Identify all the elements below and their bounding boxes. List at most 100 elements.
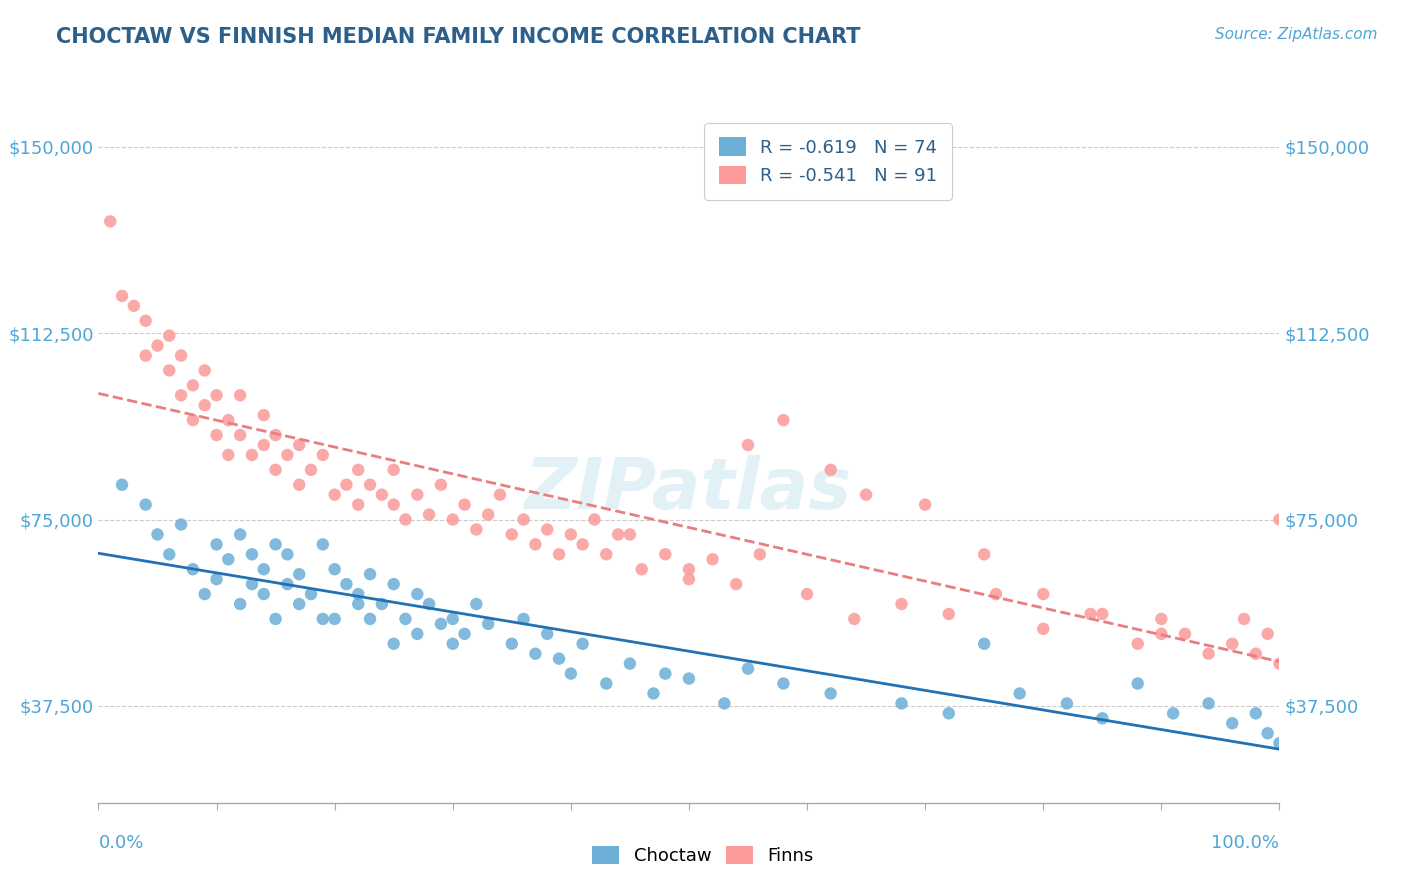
Point: [253, 438, 276, 452]
Point: [1056, 697, 1078, 711]
Point: [253, 587, 276, 601]
Point: [512, 612, 534, 626]
Point: [323, 488, 346, 502]
Point: [347, 463, 370, 477]
Point: [240, 448, 263, 462]
Point: [1268, 736, 1291, 750]
Point: [264, 428, 287, 442]
Point: [1244, 647, 1267, 661]
Point: [229, 527, 252, 541]
Point: [501, 527, 523, 541]
Point: [1233, 612, 1256, 626]
Point: [430, 616, 453, 631]
Point: [1198, 647, 1220, 661]
Text: ZIPatlas: ZIPatlas: [526, 455, 852, 524]
Point: [489, 488, 512, 502]
Point: [1008, 686, 1031, 700]
Point: [1126, 676, 1149, 690]
Point: [229, 388, 252, 402]
Point: [772, 413, 794, 427]
Point: [984, 587, 1007, 601]
Point: [1268, 657, 1291, 671]
Point: [548, 547, 571, 561]
Point: [382, 637, 405, 651]
Point: [170, 388, 193, 402]
Point: [1150, 627, 1173, 641]
Point: [264, 612, 287, 626]
Point: [205, 388, 228, 402]
Point: [135, 349, 157, 363]
Point: [1032, 587, 1054, 601]
Point: [394, 512, 416, 526]
Point: [111, 289, 134, 303]
Point: [630, 562, 652, 576]
Point: [654, 666, 676, 681]
Point: [335, 577, 357, 591]
Text: CHOCTAW VS FINNISH MEDIAN FAMILY INCOME CORRELATION CHART: CHOCTAW VS FINNISH MEDIAN FAMILY INCOME …: [56, 27, 860, 46]
Point: [1091, 711, 1114, 725]
Point: [678, 562, 700, 576]
Text: 0.0%: 0.0%: [98, 834, 143, 852]
Point: [98, 214, 121, 228]
Point: [170, 517, 193, 532]
Point: [772, 676, 794, 690]
Point: [1257, 726, 1279, 740]
Point: [713, 697, 735, 711]
Point: [477, 616, 499, 631]
Point: [678, 572, 700, 586]
Point: [288, 438, 311, 452]
Point: [382, 577, 405, 591]
Point: [347, 597, 370, 611]
Point: [157, 328, 180, 343]
Point: [560, 666, 582, 681]
Point: [194, 398, 217, 412]
Point: [536, 523, 558, 537]
Point: [1161, 706, 1184, 721]
Point: [737, 438, 759, 452]
Point: [477, 508, 499, 522]
Point: [157, 363, 180, 377]
Point: [453, 498, 475, 512]
Text: 100.0%: 100.0%: [1212, 834, 1279, 852]
Point: [725, 577, 748, 591]
Point: [524, 647, 547, 661]
Point: [748, 547, 770, 561]
Point: [335, 477, 357, 491]
Point: [347, 587, 370, 601]
Point: [181, 378, 204, 392]
Point: [253, 562, 276, 576]
Point: [418, 508, 440, 522]
Point: [1198, 697, 1220, 711]
Point: [548, 651, 571, 665]
Point: [205, 428, 228, 442]
Point: [288, 477, 311, 491]
Point: [1220, 637, 1243, 651]
Point: [111, 477, 134, 491]
Point: [205, 537, 228, 551]
Point: [406, 627, 429, 641]
Point: [359, 567, 381, 582]
Point: [276, 448, 298, 462]
Point: [619, 657, 641, 671]
Point: [702, 552, 724, 566]
Point: [524, 537, 547, 551]
Point: [1126, 637, 1149, 651]
Point: [276, 547, 298, 561]
Point: [406, 488, 429, 502]
Point: [312, 448, 335, 462]
Point: [571, 637, 593, 651]
Point: [181, 562, 204, 576]
Point: [465, 597, 488, 611]
Point: [501, 637, 523, 651]
Point: [890, 697, 912, 711]
Point: [217, 413, 239, 427]
Point: [678, 672, 700, 686]
Point: [418, 597, 440, 611]
Point: [146, 527, 169, 541]
Point: [288, 567, 311, 582]
Point: [382, 463, 405, 477]
Point: [170, 349, 193, 363]
Point: [299, 587, 322, 601]
Point: [938, 706, 960, 721]
Point: [264, 537, 287, 551]
